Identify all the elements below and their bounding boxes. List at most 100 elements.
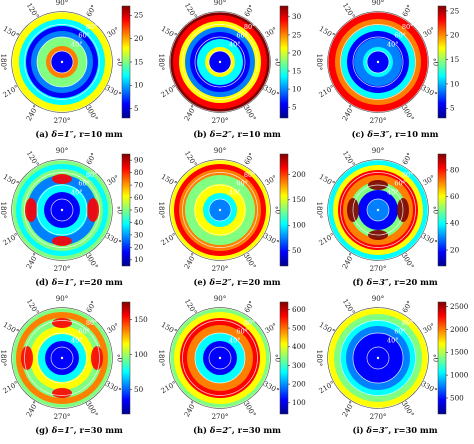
panel-caption: (e) δ=2″, r=20 mm [158,277,316,287]
angle-tick-label: 150° [160,321,179,336]
angle-tick-label: 240° [183,400,198,419]
angle-tick-label: 0° [433,206,441,214]
colorbar [437,5,447,119]
colorbar [437,153,447,267]
grid-circle-3 [169,11,271,113]
grid-circle-1 [352,36,404,88]
colorbar-tick-label: 200 [292,170,306,179]
polar-heatmap: 0° 30° 60° 90° 120° 150° 180° 210° 240° 270° 300° 3… [0,147,144,273]
angle-tick-label: 270° [54,265,71,273]
angle-tick-label: 60° [401,300,414,315]
angle-tick-label: 90° [56,295,68,303]
caption-radius: , r=10 mm [73,129,123,139]
grid-circle-0 [50,50,74,74]
angle-tick-label: 300° [84,400,99,419]
colorbar-tick-label: 150 [292,195,306,204]
outer-border [327,159,429,261]
angle-tick-label: 90° [372,147,384,155]
angle-tick-label: 270° [212,117,229,125]
outer-border [327,307,429,409]
outer-border [327,11,429,113]
angle-tick-label: 270° [370,265,387,273]
panel-caption: (h) δ=2″, r=30 mm [158,425,316,435]
angle-tick-label: 60° [401,152,414,167]
colorbar-tick-label: 5 [292,103,297,112]
radial-tick-label: 80° [86,23,98,31]
radial-tick-label: 40° [71,336,83,344]
panel-e: 0° 30° 60° 90° 120° 150° 180° 210° 240° 270° 300° 3… [157,147,316,296]
angle-tick-label: 120° [183,2,198,21]
grid-circle-2 [340,320,416,396]
radial-tick-label: 40° [229,336,241,344]
angle-tick-label: 180° [315,350,323,367]
grid-circle-0 [366,50,390,74]
colorbar-tick-label: 15 [450,55,460,64]
angle-tick-label: 60° [243,300,256,315]
caption-letter: (b) [193,129,210,139]
angle-tick-label: 300° [242,400,257,419]
colorbar-tick-label: 20 [450,245,460,254]
caption-letter: (c) [351,129,368,139]
hotspot-lobe-1 [87,198,99,222]
colorbar-tick-label: 10 [450,79,460,88]
radial-tick-label: 60° [236,32,248,40]
caption-radius: , r=20 mm [73,277,123,287]
grid-circle-3 [169,159,271,261]
angle-tick-label: 210° [160,232,179,247]
radial-tick-label: 60° [394,32,406,40]
colorbar-tick-label: 2500 [450,302,469,311]
polar-heatmap: 0° 30° 60° 90° 120° 150° 180° 210° 240° 270° 300° 3… [315,295,469,421]
outer-border [169,11,271,113]
panel-d: 0° 30° 60° 90° 120° 150° 180° 210° 240° 270° 300° 3… [0,147,158,296]
hotspot-lobe-0 [25,198,37,222]
angle-tick-label: 330° [262,380,281,395]
angle-tick-label: 180° [0,202,7,219]
grid-circle-1 [352,184,404,236]
hotspot-lobe-0 [21,346,33,370]
grid-circle-0 [208,50,232,74]
center-marker [60,60,64,64]
grid-circle-2 [24,320,100,396]
angle-tick-label: 0° [275,354,283,362]
outer-border [11,159,113,261]
outer-border [169,307,271,409]
caption-delta: δ=3″ [367,129,390,139]
grid-circle-0 [208,346,232,370]
panel-g: 0° 30° 60° 90° 120° 150° 180° 210° 240° 270° 300° 3… [0,295,158,444]
angle-tick-label: 60° [401,4,414,19]
angle-tick-label: 240° [341,104,356,123]
angle-tick-label: 30° [422,322,437,335]
angle-tick-label: 180° [0,350,7,367]
radial-tick-label: 60° [236,328,248,336]
panel-caption: (c) δ=3″, r=10 mm [316,129,474,139]
caption-delta: δ=1″ [51,425,74,435]
radial-tick-label: 60° [236,180,248,188]
radial-tick-label: 80° [86,171,98,179]
angle-tick-label: 330° [104,84,123,99]
colorbar-tick-label: 100 [292,221,306,230]
angle-tick-label: 210° [2,232,21,247]
angle-tick-label: 210° [2,84,21,99]
panel-caption: (g) δ=1″, r=30 mm [0,425,158,435]
angle-tick-label: 330° [262,232,281,247]
radial-tick-label: 80° [244,319,256,327]
polar-heatmap: 0° 30° 60° 90° 120° 150° 180° 210° 240° 270° 300° 3… [315,0,460,125]
angle-tick-label: 150° [160,25,179,40]
grid-circle-3 [11,11,113,113]
angle-tick-label: 300° [400,400,415,419]
colorbar-tick-label: 70 [134,181,144,190]
colorbar-tick-label: 30 [134,230,144,239]
angle-tick-label: 300° [84,252,99,271]
caption-radius: , r=10 mm [389,129,439,139]
panel-caption: (f) δ=3″, r=20 mm [316,277,474,287]
angle-tick-label: 240° [25,252,40,271]
angle-tick-label: 330° [420,232,439,247]
angle-tick-label: 120° [25,2,40,21]
colorbar-tick-label: 2000 [450,325,469,334]
radial-tick-label: 80° [244,171,256,179]
caption-radius: , r=30 mm [388,425,438,435]
panel-c: 0° 30° 60° 90° 120° 150° 180° 210° 240° 270° 300° 3… [315,0,474,148]
angle-tick-label: 0° [433,58,441,66]
radial-tick-label: 60° [78,328,90,336]
angle-tick-label: 150° [160,173,179,188]
